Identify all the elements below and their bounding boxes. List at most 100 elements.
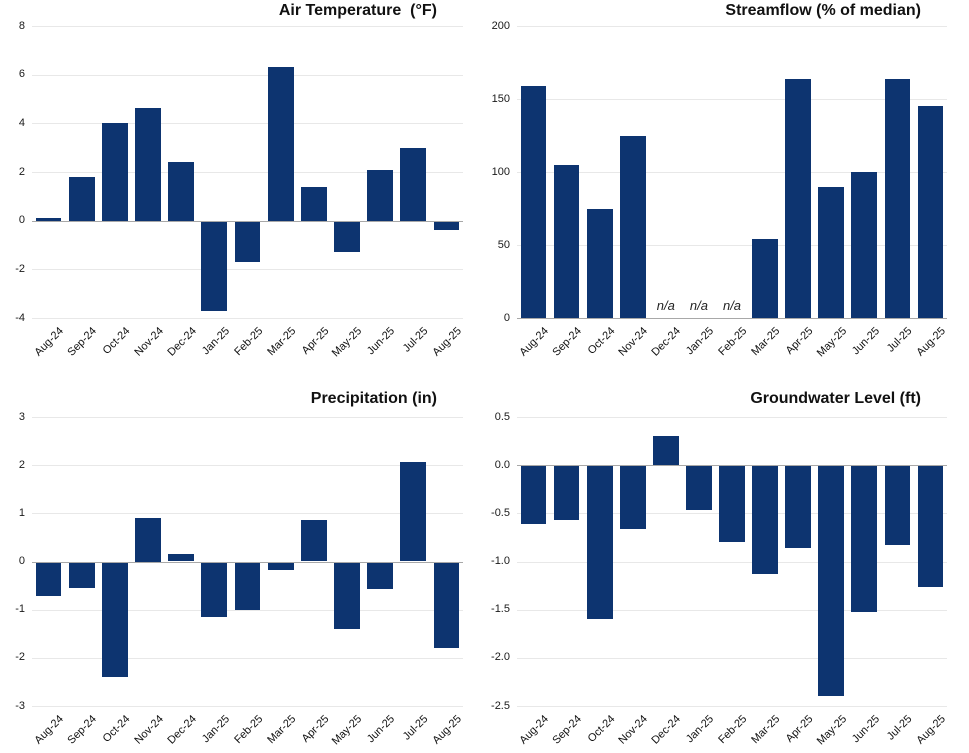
chart-title-precipitation: Precipitation (in) xyxy=(310,390,437,407)
x-axis-tick-label: Aug-25 xyxy=(430,713,464,747)
x-axis-tick-label: Sep-24 xyxy=(65,325,100,359)
zero-axis-line xyxy=(517,318,947,319)
x-axis-tick-label: Aug-24 xyxy=(32,325,67,359)
bar xyxy=(267,561,294,570)
x-axis-tick-label: May-25 xyxy=(814,713,849,748)
x-axis-tick-label: Jul-25 xyxy=(401,325,431,355)
air-temperature-chart: Air Temperature (°F) 8 6 4 2 0 -2 -4 Aug-24 Sep-… xyxy=(0,0,485,376)
x-axis-tick-label: Feb-25 xyxy=(716,325,750,359)
x-axis-tick-label: Jul-25 xyxy=(885,325,915,355)
na-label: n/a xyxy=(656,298,675,313)
y-axis-tick-label: 0 xyxy=(18,214,25,227)
y-axis-tick-label: 0 xyxy=(18,555,25,567)
bar xyxy=(35,561,62,597)
y-axis-tick-label: 6 xyxy=(18,68,25,81)
plot-area: 200 150 100 50 0 Aug-24 Sep-24 Oct-24 Nov-24 n/a D… xyxy=(492,20,948,360)
bar xyxy=(35,218,62,221)
y-axis-tick-label: 2 xyxy=(18,458,25,471)
x-axis-tick-label: Oct-24 xyxy=(100,713,133,745)
x-axis-tick-label: Jun-25 xyxy=(365,713,398,746)
precipitation-chart: Precipitation (in) 3 2 1 0 -1 -2 -3 Aug-24 Sep-2… xyxy=(0,376,485,753)
bar xyxy=(619,465,646,529)
gridline xyxy=(32,417,463,418)
gridline xyxy=(517,245,947,246)
y-axis-tick-label: -0.5 xyxy=(491,506,510,519)
y-axis-tick-label: 8 xyxy=(18,19,25,32)
x-axis-tick-label: Dec-24 xyxy=(165,713,199,747)
bar xyxy=(752,465,778,575)
gridline xyxy=(32,465,463,467)
x-axis-tick-label: Mar-25 xyxy=(749,713,783,747)
x-axis-tick-label: Aug-24 xyxy=(517,325,551,359)
streamflow-chart: Streamflow (% of median) 200 150 100 50 0 Aug… xyxy=(485,0,969,376)
bar xyxy=(102,561,128,678)
x-axis-tick-label: Nov-24 xyxy=(131,325,166,359)
x-axis-tick-label: Feb-25 xyxy=(231,713,265,747)
y-axis-tick-label: -4 xyxy=(15,311,25,324)
x-axis-tick-label: Mar-25 xyxy=(749,325,783,359)
gridline xyxy=(517,26,947,27)
bar xyxy=(785,465,812,548)
bar xyxy=(234,220,261,263)
y-axis-tick-label: 0.0 xyxy=(494,458,510,471)
bar xyxy=(334,220,360,253)
x-axis-tick-label: Sep-24 xyxy=(550,713,585,747)
x-axis-tick-label: Feb-25 xyxy=(716,713,750,747)
x-axis-tick-label: Aug-24 xyxy=(517,713,551,747)
chart-title-groundwater-level: Groundwater Level (ft) xyxy=(750,390,921,407)
y-axis-tick-label: -1.0 xyxy=(491,555,510,567)
bar xyxy=(818,186,845,318)
x-axis-tick-label: May-25 xyxy=(330,325,365,360)
y-axis-tick-label: 3 xyxy=(18,410,25,423)
bar xyxy=(168,162,195,221)
bar xyxy=(917,465,944,588)
y-axis-tick-label: -2.5 xyxy=(491,699,510,712)
x-axis-tick-label: Jun-25 xyxy=(849,713,882,746)
x-axis-tick-label: Apr-25 xyxy=(783,325,816,357)
bar xyxy=(917,106,944,318)
bar xyxy=(300,519,327,562)
bar xyxy=(619,135,646,318)
zero-axis-line xyxy=(32,220,463,222)
gridline xyxy=(32,74,463,76)
bar xyxy=(785,78,812,318)
bar xyxy=(851,172,878,318)
bar xyxy=(135,107,161,221)
x-axis-tick-label: Nov-24 xyxy=(616,325,651,359)
zero-axis-line xyxy=(32,561,463,563)
na-label: n/a xyxy=(689,298,708,313)
bar xyxy=(300,186,327,221)
groundwater-level-chart: Groundwater Level (ft) 0.5 0.0 -0.5 -1.0 -1.… xyxy=(485,376,969,753)
gridline xyxy=(517,561,947,563)
x-axis-tick-label: Oct-24 xyxy=(585,325,618,357)
bar xyxy=(884,465,911,546)
bar xyxy=(68,561,95,588)
x-axis-tick-label: Aug-25 xyxy=(430,325,464,359)
bar xyxy=(553,164,580,318)
x-axis-tick-label: Mar-25 xyxy=(265,325,299,359)
x-axis-tick-label: Apr-25 xyxy=(299,713,332,745)
gridline xyxy=(32,123,463,125)
gridline xyxy=(32,26,463,27)
y-axis-tick-label: 100 xyxy=(491,165,510,178)
y-axis-tick-label: -2 xyxy=(15,651,25,664)
x-axis-tick-label: Jan-25 xyxy=(684,325,717,358)
bar xyxy=(586,208,613,318)
x-axis-tick-label: Apr-25 xyxy=(783,713,816,745)
bar xyxy=(520,465,547,524)
bar xyxy=(267,67,294,221)
plot-area: 3 2 1 0 -1 -2 -3 Aug-24 Sep-24 Oct-24 Nov-24 Dec-24… xyxy=(15,411,464,748)
y-axis-tick-label: 50 xyxy=(497,238,510,251)
bar xyxy=(234,561,261,610)
gridline xyxy=(32,609,463,611)
gridline xyxy=(517,99,947,100)
bar xyxy=(752,239,778,318)
y-axis-tick-label: 1 xyxy=(18,506,25,519)
na-label: n/a xyxy=(722,298,742,313)
x-axis-tick-label: Oct-24 xyxy=(585,713,618,745)
x-axis-tick-label: Jul-25 xyxy=(401,713,431,743)
x-axis-tick-label: Dec-24 xyxy=(165,325,199,359)
bar xyxy=(400,462,427,562)
bar xyxy=(367,169,394,221)
